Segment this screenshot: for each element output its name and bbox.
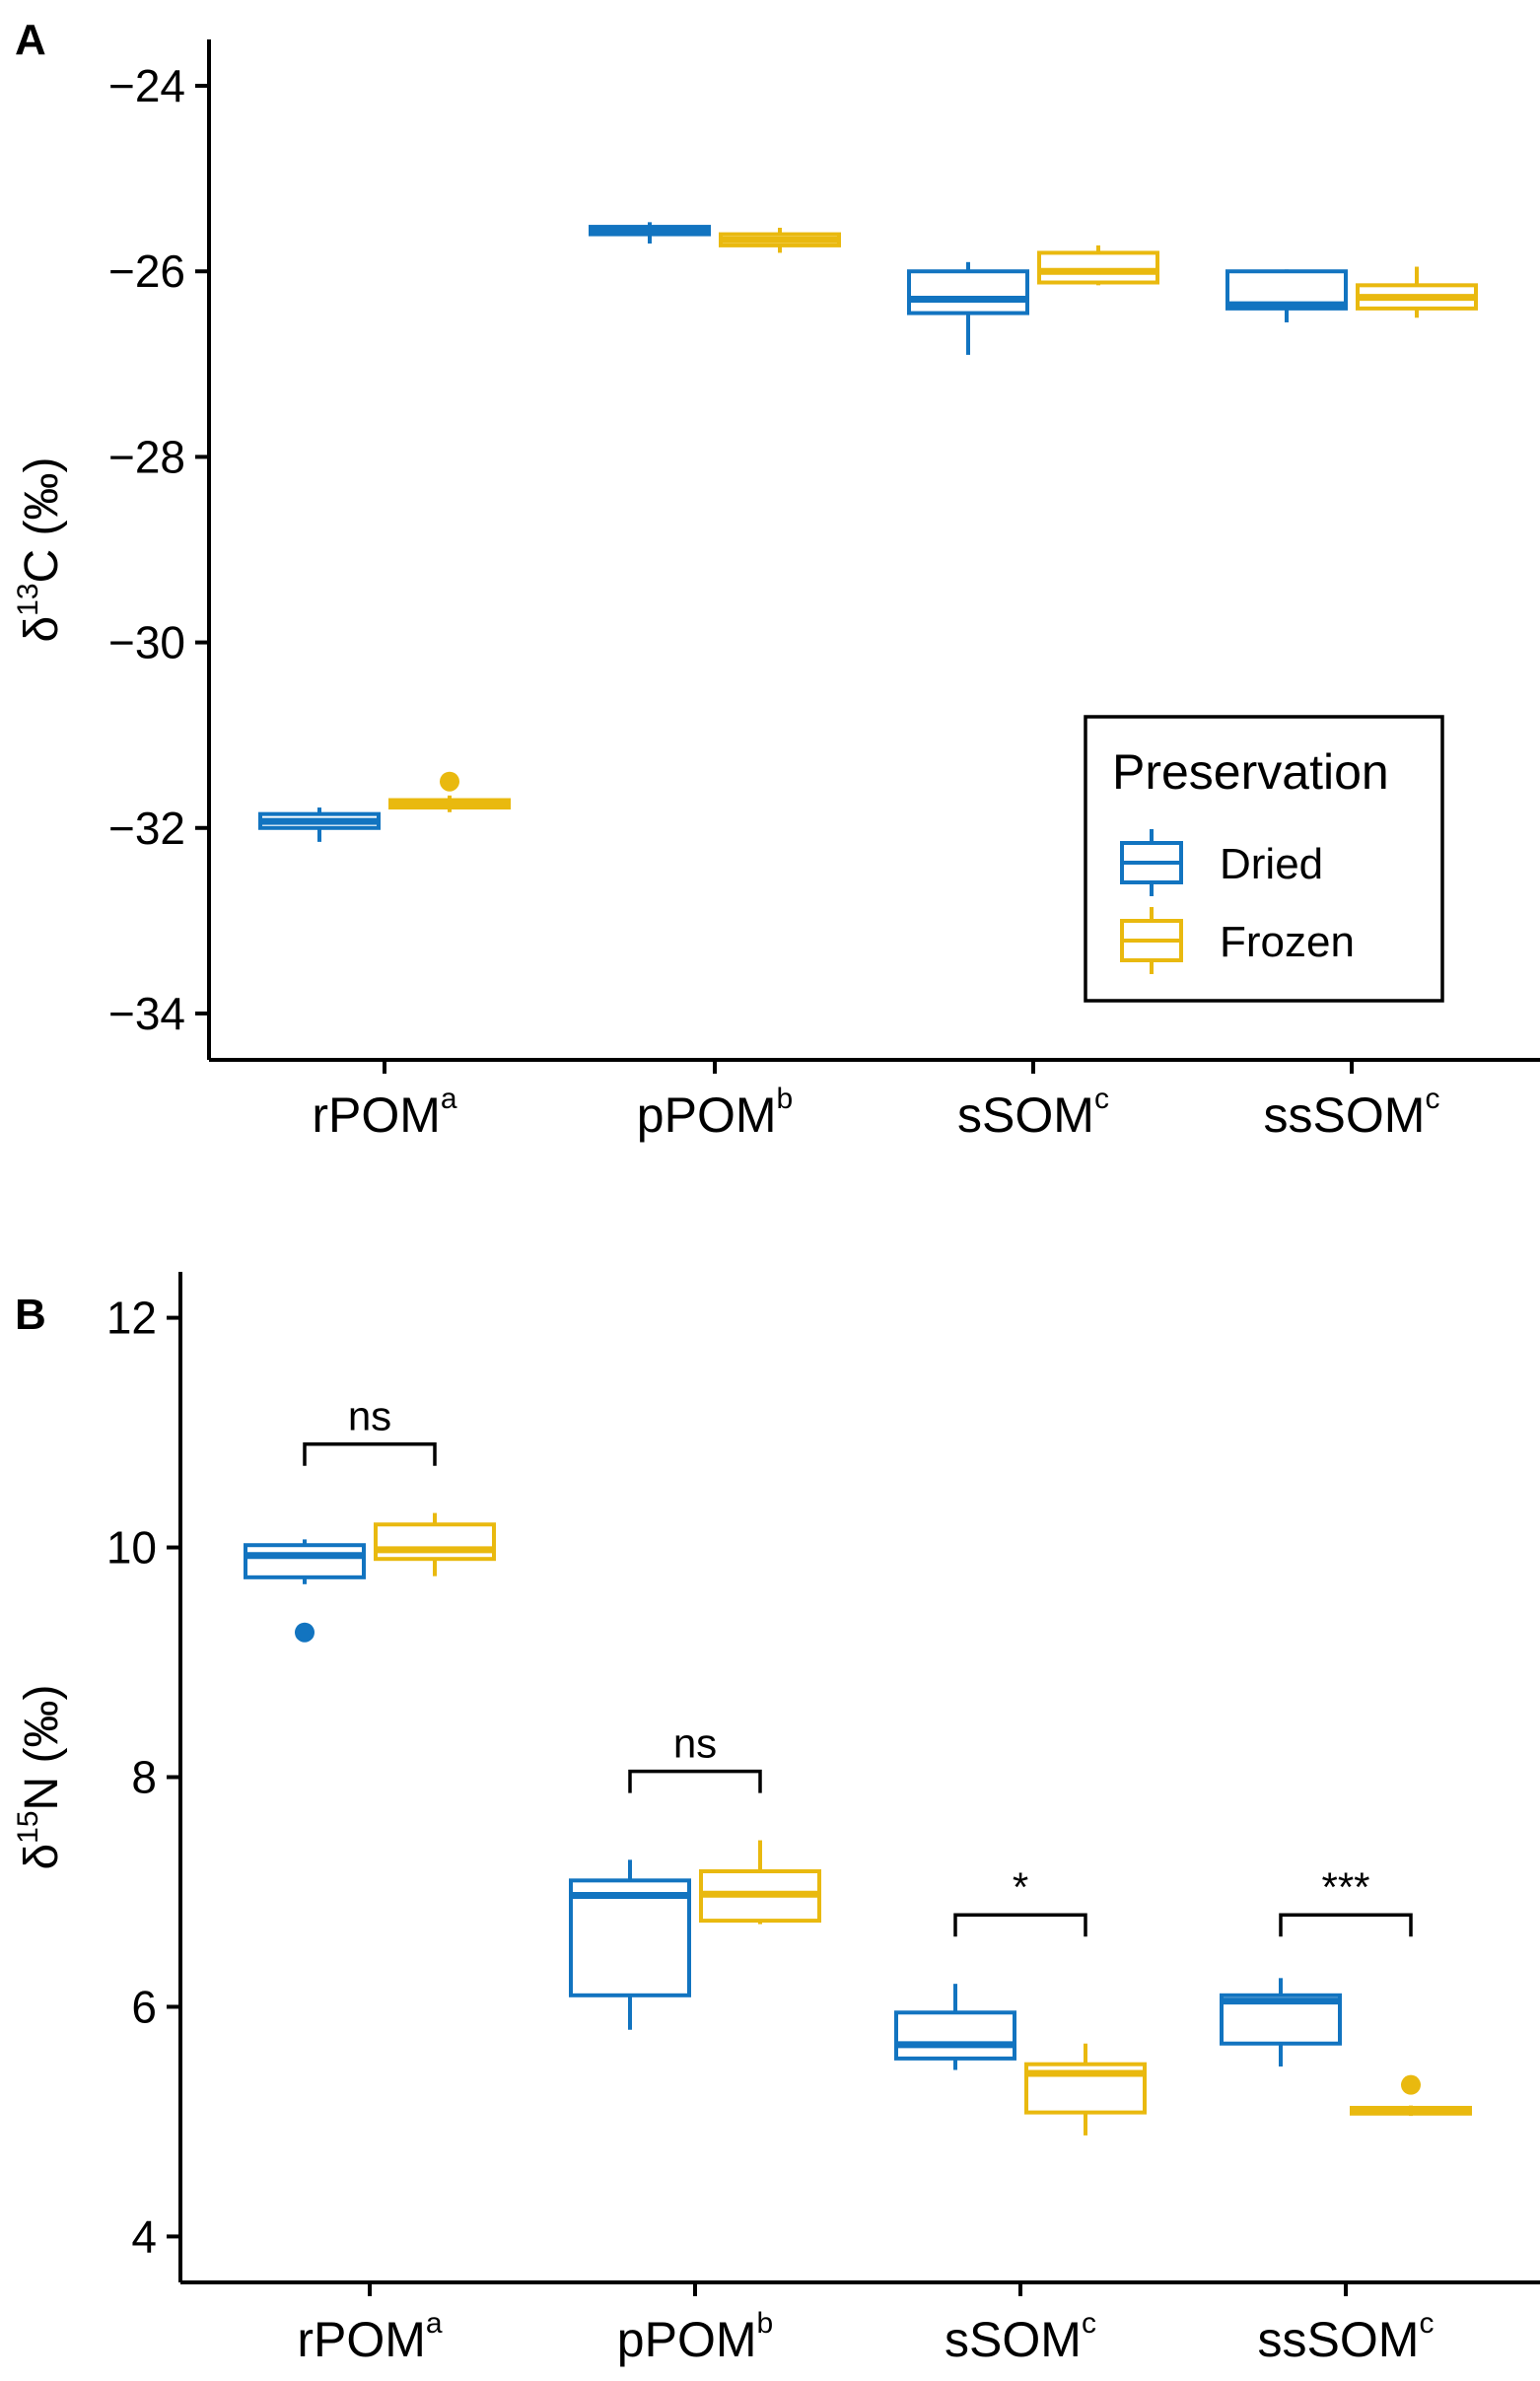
category-name: pPOM: [637, 1087, 777, 1143]
category-name: sSOM: [957, 1087, 1094, 1143]
y-axis-title-sup: 13: [12, 583, 44, 615]
box-frozen: [388, 771, 511, 812]
y-tick-label: −26: [108, 245, 185, 297]
box-dried: [569, 1859, 691, 2030]
legend-title: Preservation: [1112, 744, 1389, 800]
category-name: sSOM: [945, 2312, 1082, 2367]
y-tick-label: 8: [131, 1752, 157, 1803]
y-axis-title-sup: 15: [12, 1810, 44, 1843]
box-iqr: [1037, 250, 1159, 285]
x-tick-label: ssSOMc: [1264, 1083, 1440, 1143]
box-frozen: [374, 1512, 496, 1576]
significance-bracket: [1279, 1913, 1413, 1937]
legend-key-frozen: [1120, 907, 1183, 974]
box-dried: [1225, 269, 1348, 322]
category-superscript: c: [1094, 1083, 1109, 1115]
significance-label: ***: [1321, 1863, 1369, 1910]
x-tick-label: rPOMa: [312, 1083, 457, 1143]
box-dried: [907, 261, 1029, 355]
box-iqr: [244, 1543, 366, 1579]
category-name: rPOM: [297, 2312, 426, 2367]
box-dried: [258, 807, 381, 842]
legend-key-dried: [1120, 829, 1183, 896]
category-superscript: b: [777, 1083, 794, 1115]
y-axis-title-prefix: δ: [16, 616, 68, 643]
y-tick-label: −24: [108, 60, 185, 111]
y-tick-label: 4: [131, 2210, 157, 2262]
significance-label: ns: [348, 1393, 391, 1439]
y-axis-title-rest: C (‰): [16, 456, 68, 583]
category-name: ssSOM: [1264, 1087, 1426, 1143]
box-frozen: [719, 228, 841, 253]
box-iqr: [894, 2010, 1016, 2061]
box-frozen: [699, 1840, 821, 1925]
category-superscript: a: [441, 1083, 457, 1115]
outlier-point: [440, 771, 459, 792]
x-tick-label: rPOMa: [297, 2307, 443, 2367]
panel-label: B: [15, 1291, 46, 1339]
x-tick-label: ssSOMc: [1258, 2307, 1435, 2367]
box-dried: [1220, 1978, 1342, 2067]
y-tick-label: −28: [108, 431, 185, 482]
category-superscript: c: [1419, 2307, 1434, 2340]
box-frozen: [1350, 2074, 1472, 2117]
box-frozen: [1037, 245, 1159, 286]
y-tick-label: 6: [131, 1981, 157, 2032]
box-dried: [894, 1984, 1016, 2070]
outlier-point: [295, 1622, 315, 1643]
x-tick-label: sSOMc: [957, 1083, 1109, 1143]
legend-item-label: Frozen: [1220, 918, 1355, 966]
x-tick-label: sSOMc: [945, 2307, 1096, 2367]
category-superscript: b: [757, 2307, 774, 2340]
significance-bracket: [953, 1913, 1087, 1937]
y-axis-title-rest: N (‰): [16, 1684, 68, 1810]
significance-bracket: [628, 1769, 762, 1793]
x-tick-label: pPOMb: [617, 2307, 773, 2367]
box-iqr: [374, 1522, 496, 1562]
y-tick-label: 12: [106, 1293, 157, 1344]
x-tick-label: pPOMb: [637, 1083, 793, 1143]
category-name: rPOM: [312, 1087, 441, 1143]
y-tick-label: 10: [106, 1522, 157, 1574]
box-dried: [244, 1539, 366, 1643]
category-superscript: c: [1082, 2307, 1096, 2340]
significance-label: ns: [673, 1720, 717, 1767]
category-superscript: a: [426, 2307, 443, 2340]
y-axis-title: δ15N (‰): [12, 1684, 68, 1869]
y-tick-label: −32: [108, 803, 185, 854]
box-iqr: [569, 1878, 691, 1997]
box-frozen: [1024, 2043, 1147, 2136]
significance-bracket: [303, 1441, 437, 1466]
y-tick-label: −30: [108, 617, 185, 668]
significance-label: *: [1013, 1863, 1028, 1910]
y-axis-title-prefix: δ: [16, 1844, 68, 1870]
legend: Preservation Dried Frozen: [1084, 715, 1444, 1003]
box-dried: [589, 222, 711, 244]
box-iqr: [907, 269, 1029, 315]
category-name: ssSOM: [1258, 2312, 1420, 2367]
category-name: pPOM: [617, 2312, 757, 2367]
panel-a: A −24 −26 −28 −30 −32 −34 δ13C (‰) rPOMa pPOMb sSO…: [12, 16, 1540, 1143]
legend-item-label: Dried: [1220, 840, 1323, 888]
outlier-point: [1401, 2074, 1421, 2095]
y-axis-title: δ13C (‰): [12, 456, 68, 642]
y-tick-label: −34: [108, 988, 185, 1039]
category-superscript: c: [1425, 1083, 1439, 1115]
box-frozen: [1356, 266, 1478, 318]
panel-label: A: [15, 16, 46, 64]
